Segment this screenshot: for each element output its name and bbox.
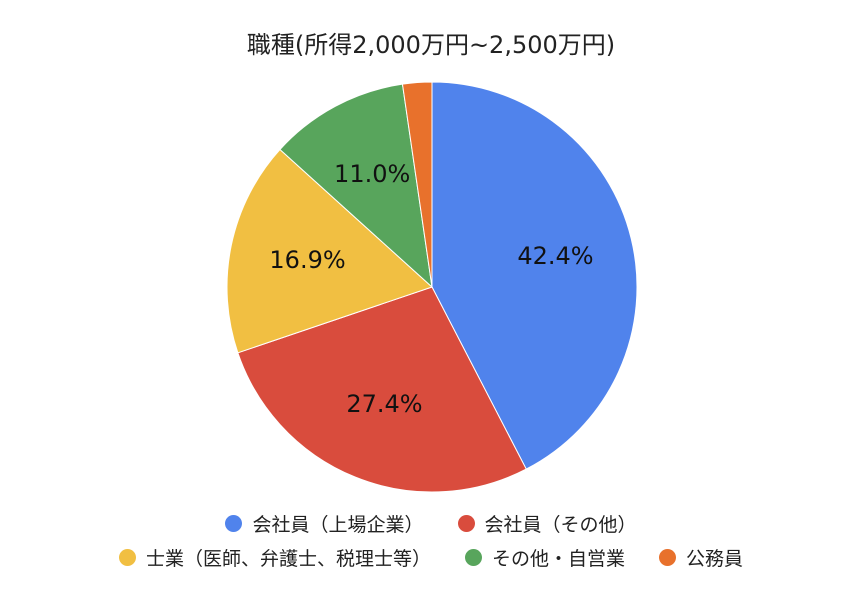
legend-item: 士業（医師、弁護士、税理士等） — [118, 544, 431, 571]
pie-slice — [237, 286, 527, 493]
legend-marker — [464, 549, 482, 566]
legend-label: 公務員 — [686, 548, 744, 570]
pie-slice — [279, 83, 433, 289]
slice-label: 27.4% — [346, 390, 422, 418]
chart-title: 職種(所得2,000万円~2,500万円) — [247, 31, 615, 59]
legend-marker — [457, 515, 475, 532]
pie-slice — [226, 148, 433, 354]
legend-item: その他・自営業 — [464, 544, 625, 571]
legend-marker — [118, 549, 136, 566]
legend-marker — [659, 549, 676, 566]
legend-row: 会社員（上場企業） 会社員（その他） — [0, 510, 862, 537]
legend-item: 会社員（上場企業） — [225, 510, 424, 537]
pie-slice — [431, 81, 638, 470]
chart: 職種(所得2,000万円~2,500万円) 42.4% 27.4% 16.9% 11.… — [226, 31, 638, 493]
slice-label: 42.4% — [517, 242, 593, 270]
legend-marker — [225, 515, 243, 532]
legend-label: その他・自営業 — [491, 548, 625, 570]
legend-row: 士業（医師、弁護士、税理士等） その他・自営業 公務員 — [0, 544, 862, 571]
legend-item: 会社員（その他） — [457, 510, 637, 537]
legend-label: 会社員（その他） — [484, 514, 637, 536]
legend-label: 士業（医師、弁護士、税理士等） — [145, 548, 431, 570]
slice-label: 11.0% — [334, 160, 410, 188]
legend-label: 会社員（上場企業） — [252, 514, 424, 536]
pie-slice — [401, 81, 433, 288]
legend-item: 公務員 — [659, 544, 743, 571]
slice-label: 16.9% — [269, 246, 345, 274]
